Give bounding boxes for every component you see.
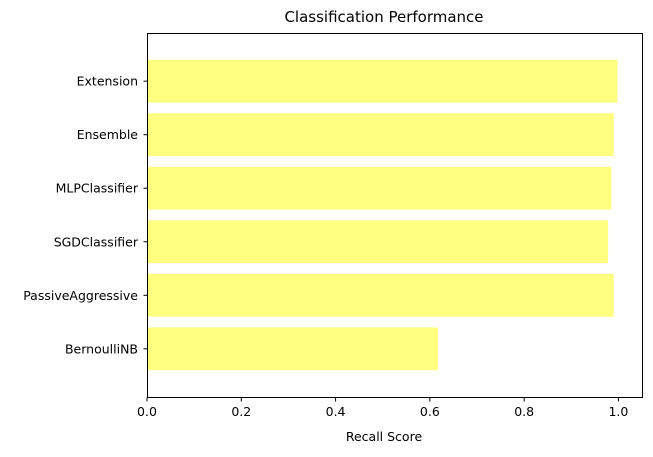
x-tick-label: 0.8 (514, 404, 534, 419)
y-tick-label: MLPClassifier (56, 181, 139, 196)
y-tick-label: PassiveAggressive (23, 288, 138, 303)
x-axis-ticks: 0.0 0.2 0.4 0.6 0.8 1.0 (137, 397, 628, 419)
y-tick-label: Extension (77, 74, 138, 89)
y-axis-ticks: BernoulliNB PassiveAggressive SGDClassifie… (23, 74, 148, 356)
x-tick-label: 0.6 (420, 404, 440, 419)
bar-passiveaggressive (147, 273, 614, 317)
y-tick-label: SGDClassifier (54, 234, 139, 249)
x-tick-label: 0.2 (231, 404, 251, 419)
y-tick-label: BernoulliNB (65, 341, 138, 356)
plot-frame (147, 33, 643, 398)
bar-mlpclassifier (147, 166, 612, 210)
chart-title: Classification Performance (284, 8, 483, 26)
bar-ensemble (147, 113, 614, 157)
bar-bernoullinb (147, 327, 438, 371)
x-tick-label: 0.4 (326, 404, 346, 419)
x-tick-label: 1.0 (608, 404, 628, 419)
x-tick-label: 0.0 (137, 404, 157, 419)
bar-extension (147, 59, 618, 103)
x-axis-label: Recall Score (346, 429, 423, 444)
bar-sgdclassifier (147, 220, 609, 264)
bars-group (147, 59, 618, 371)
y-tick-label: Ensemble (77, 127, 139, 142)
